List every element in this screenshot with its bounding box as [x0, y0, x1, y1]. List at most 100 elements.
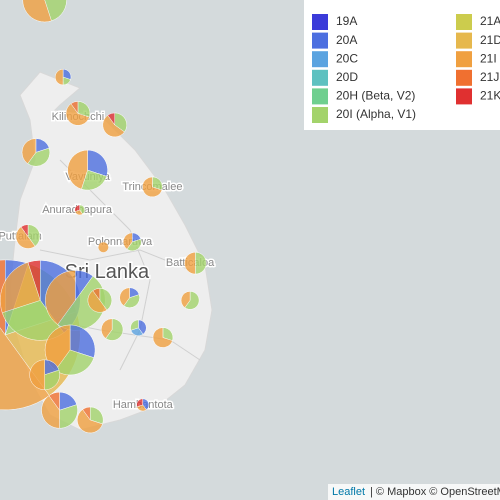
- pie-slice: [89, 406, 104, 425]
- attribution-text: | © Mapbox © OpenStreetMap: [370, 486, 500, 498]
- pie-slice: [136, 398, 144, 408]
- pie: [180, 291, 200, 310]
- pie-slice: [27, 147, 51, 167]
- place-label: Polonnaruwa: [88, 236, 153, 248]
- pie: [74, 204, 85, 216]
- pie-slice: [92, 288, 101, 302]
- pie-slice: [105, 318, 124, 341]
- legend-swatch: [456, 14, 472, 30]
- pie: [29, 359, 60, 391]
- pie-slice: [54, 68, 64, 86]
- pie-slice: [59, 404, 78, 429]
- legend-label: 19A: [336, 14, 357, 28]
- legend: 19A 20A 20C 20D 20H (Beta, V2) 20I (Alpha, V1…: [304, 0, 500, 130]
- pie-slice: [142, 176, 163, 198]
- legend-swatch: [456, 51, 472, 68]
- legend-label: 20I (Alpha, V1): [336, 107, 416, 121]
- pie: [102, 112, 127, 138]
- pie-slice: [87, 149, 108, 177]
- legend-label: 21A: [480, 14, 500, 28]
- pie: [45, 270, 106, 331]
- pie-slice: [27, 224, 41, 247]
- pie-slice: [70, 101, 79, 115]
- pie-slice: [107, 112, 116, 126]
- pie-markers: [0, 0, 207, 434]
- legend-swatch: [456, 69, 472, 86]
- pie-slice: [102, 114, 125, 138]
- pie: [65, 101, 91, 126]
- pie-slice: [15, 226, 36, 249]
- pie-slice: [184, 251, 196, 275]
- pie-slice: [130, 319, 139, 331]
- pie-slice: [69, 324, 96, 359]
- legend-swatch: [456, 32, 472, 49]
- attribution-link[interactable]: Leaflet: [332, 486, 365, 498]
- legend-swatch: [456, 88, 472, 105]
- pie-slice: [152, 327, 173, 348]
- pie: [184, 251, 207, 275]
- pie-slice: [180, 291, 191, 308]
- pie-slice: [29, 359, 45, 391]
- pie: [21, 138, 51, 167]
- legend-swatch: [312, 32, 328, 49]
- pie: [142, 176, 163, 198]
- pie-slice: [101, 318, 113, 339]
- pie: [22, 0, 67, 23]
- pie-slice: [81, 169, 107, 191]
- legend-swatch: [312, 88, 328, 105]
- pie: [44, 324, 96, 376]
- attribution-box: [328, 484, 500, 500]
- pie-slice: [77, 409, 103, 434]
- pie-slice: [82, 406, 91, 421]
- pie: [119, 287, 140, 308]
- pie-slice: [123, 232, 133, 250]
- legend-label: 20D: [336, 70, 358, 84]
- pie: [123, 232, 142, 252]
- pie: [100, 318, 124, 341]
- pie-slice: [87, 290, 108, 313]
- legend-label: 21I (: [480, 51, 500, 65]
- pie: [67, 149, 108, 191]
- pie: [152, 327, 174, 348]
- legend-swatch: [312, 14, 328, 30]
- pie-slice: [195, 251, 207, 275]
- pie-slice: [98, 242, 109, 253]
- legend-label: 20A: [336, 33, 357, 47]
- pie-slice: [27, 260, 41, 301]
- pie-slice: [44, 369, 60, 391]
- pie-slice: [184, 291, 200, 310]
- pie: [130, 319, 147, 336]
- legend-label: 21J (: [480, 70, 500, 84]
- pie-slice: [74, 204, 80, 212]
- pie-slice: [138, 319, 147, 335]
- pie-slice: [126, 238, 142, 252]
- pie-slice: [0, 327, 50, 410]
- legend-label: 21D: [480, 33, 500, 47]
- pie-slice: [99, 288, 113, 311]
- pie: [41, 391, 78, 429]
- pie: [76, 406, 104, 434]
- pie-slice: [44, 0, 67, 22]
- pie-slice: [119, 287, 130, 307]
- legend-label: 20H (Beta, V2): [336, 89, 415, 103]
- legend-swatch: [312, 107, 328, 123]
- pie-slice: [114, 112, 127, 133]
- pie-slice: [45, 270, 76, 325]
- pie-slice: [20, 224, 29, 238]
- legend-label: 20C: [336, 51, 358, 65]
- pie-slice: [41, 395, 60, 429]
- legend-swatch: [312, 51, 328, 68]
- pie-slice: [65, 103, 90, 126]
- pie: [15, 224, 41, 249]
- pie-slice: [48, 391, 60, 411]
- pie: [54, 68, 72, 86]
- pie-slice: [22, 0, 52, 23]
- pie-slice: [67, 149, 88, 190]
- pie: [98, 241, 109, 253]
- pie: [136, 398, 150, 412]
- pie-slice: [123, 294, 140, 308]
- pie-slice: [21, 138, 37, 165]
- legend-swatch: [312, 69, 328, 86]
